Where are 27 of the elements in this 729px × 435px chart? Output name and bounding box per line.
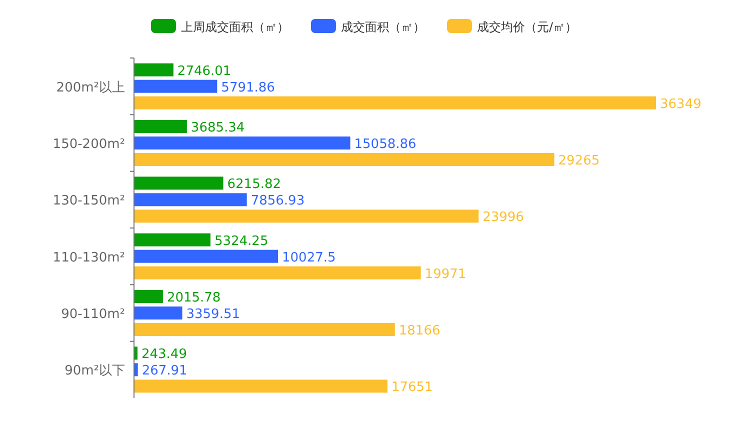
legend-label: 成交均价（元/㎡） [476,20,578,34]
legend-label: 成交面积（㎡） [340,20,425,34]
data-label: 23996 [482,210,524,226]
data-label: 15058.86 [354,137,416,152]
data-label: 3359.51 [186,307,240,322]
data-label: 19971 [424,266,466,282]
y-tick-label: 150-200m² [52,137,125,152]
y-tick-label: 90-110m² [61,307,125,322]
data-label: 2746.01 [177,64,232,79]
data-label: 36349 [660,96,702,112]
data-label: 6215.82 [227,177,282,192]
data-label: 7856.93 [250,194,305,209]
data-label: 267.91 [142,364,188,379]
y-tick-label: 200m²以上 [56,80,125,96]
data-label: 17651 [391,380,433,396]
data-label: 10027.5 [282,250,336,266]
data-label: 2015.78 [166,290,221,306]
legend-label: 上周成交面积（㎡） [180,20,289,34]
data-label: 5324.25 [214,234,268,249]
y-tick-label: 130-150m² [52,194,125,209]
y-tick-label: 90m²以下 [64,364,125,379]
data-label: 18166 [398,324,440,338]
data-label: 3685.34 [190,120,245,136]
y-tick-label: 110-130m² [52,250,125,266]
data-label: 29265 [558,154,600,168]
data-label: 243.49 [141,347,187,362]
data-label: 5791.86 [221,80,275,96]
